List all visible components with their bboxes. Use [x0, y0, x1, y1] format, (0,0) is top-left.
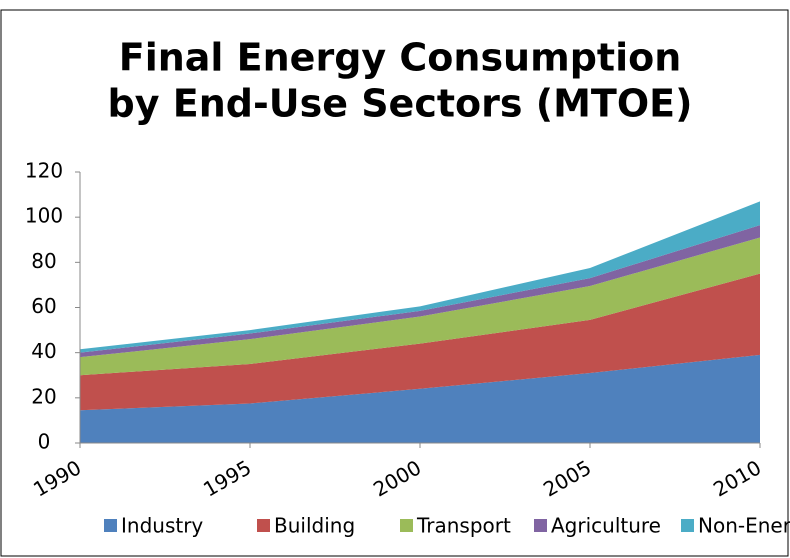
- y-tick-label: 60: [31, 294, 56, 318]
- legend-swatch: [400, 519, 413, 532]
- legend-swatch: [534, 519, 547, 532]
- y-tick-label: 0: [38, 430, 51, 454]
- y-tick-label: 120: [25, 159, 63, 183]
- legend-swatch: [104, 519, 117, 532]
- chart-title: by End-Use Sectors (MTOE): [108, 82, 693, 126]
- chart-title: Final Energy Consumption: [119, 36, 682, 80]
- legend-swatch: [681, 519, 694, 532]
- legend-label: Industry: [121, 514, 203, 538]
- y-tick-label: 100: [25, 204, 63, 228]
- legend-label: Agriculture: [551, 514, 661, 538]
- legend-label: Building: [274, 514, 355, 538]
- area: [80, 354, 760, 443]
- legend-label: Transport: [416, 514, 511, 538]
- y-tick-label: 80: [31, 249, 56, 273]
- area: [80, 273, 760, 411]
- area: [80, 237, 760, 376]
- y-tick-label: 20: [31, 384, 56, 408]
- legend-label: Non-Energy: [698, 514, 790, 538]
- y-tick-label: 40: [31, 339, 56, 363]
- legend-swatch: [257, 519, 270, 532]
